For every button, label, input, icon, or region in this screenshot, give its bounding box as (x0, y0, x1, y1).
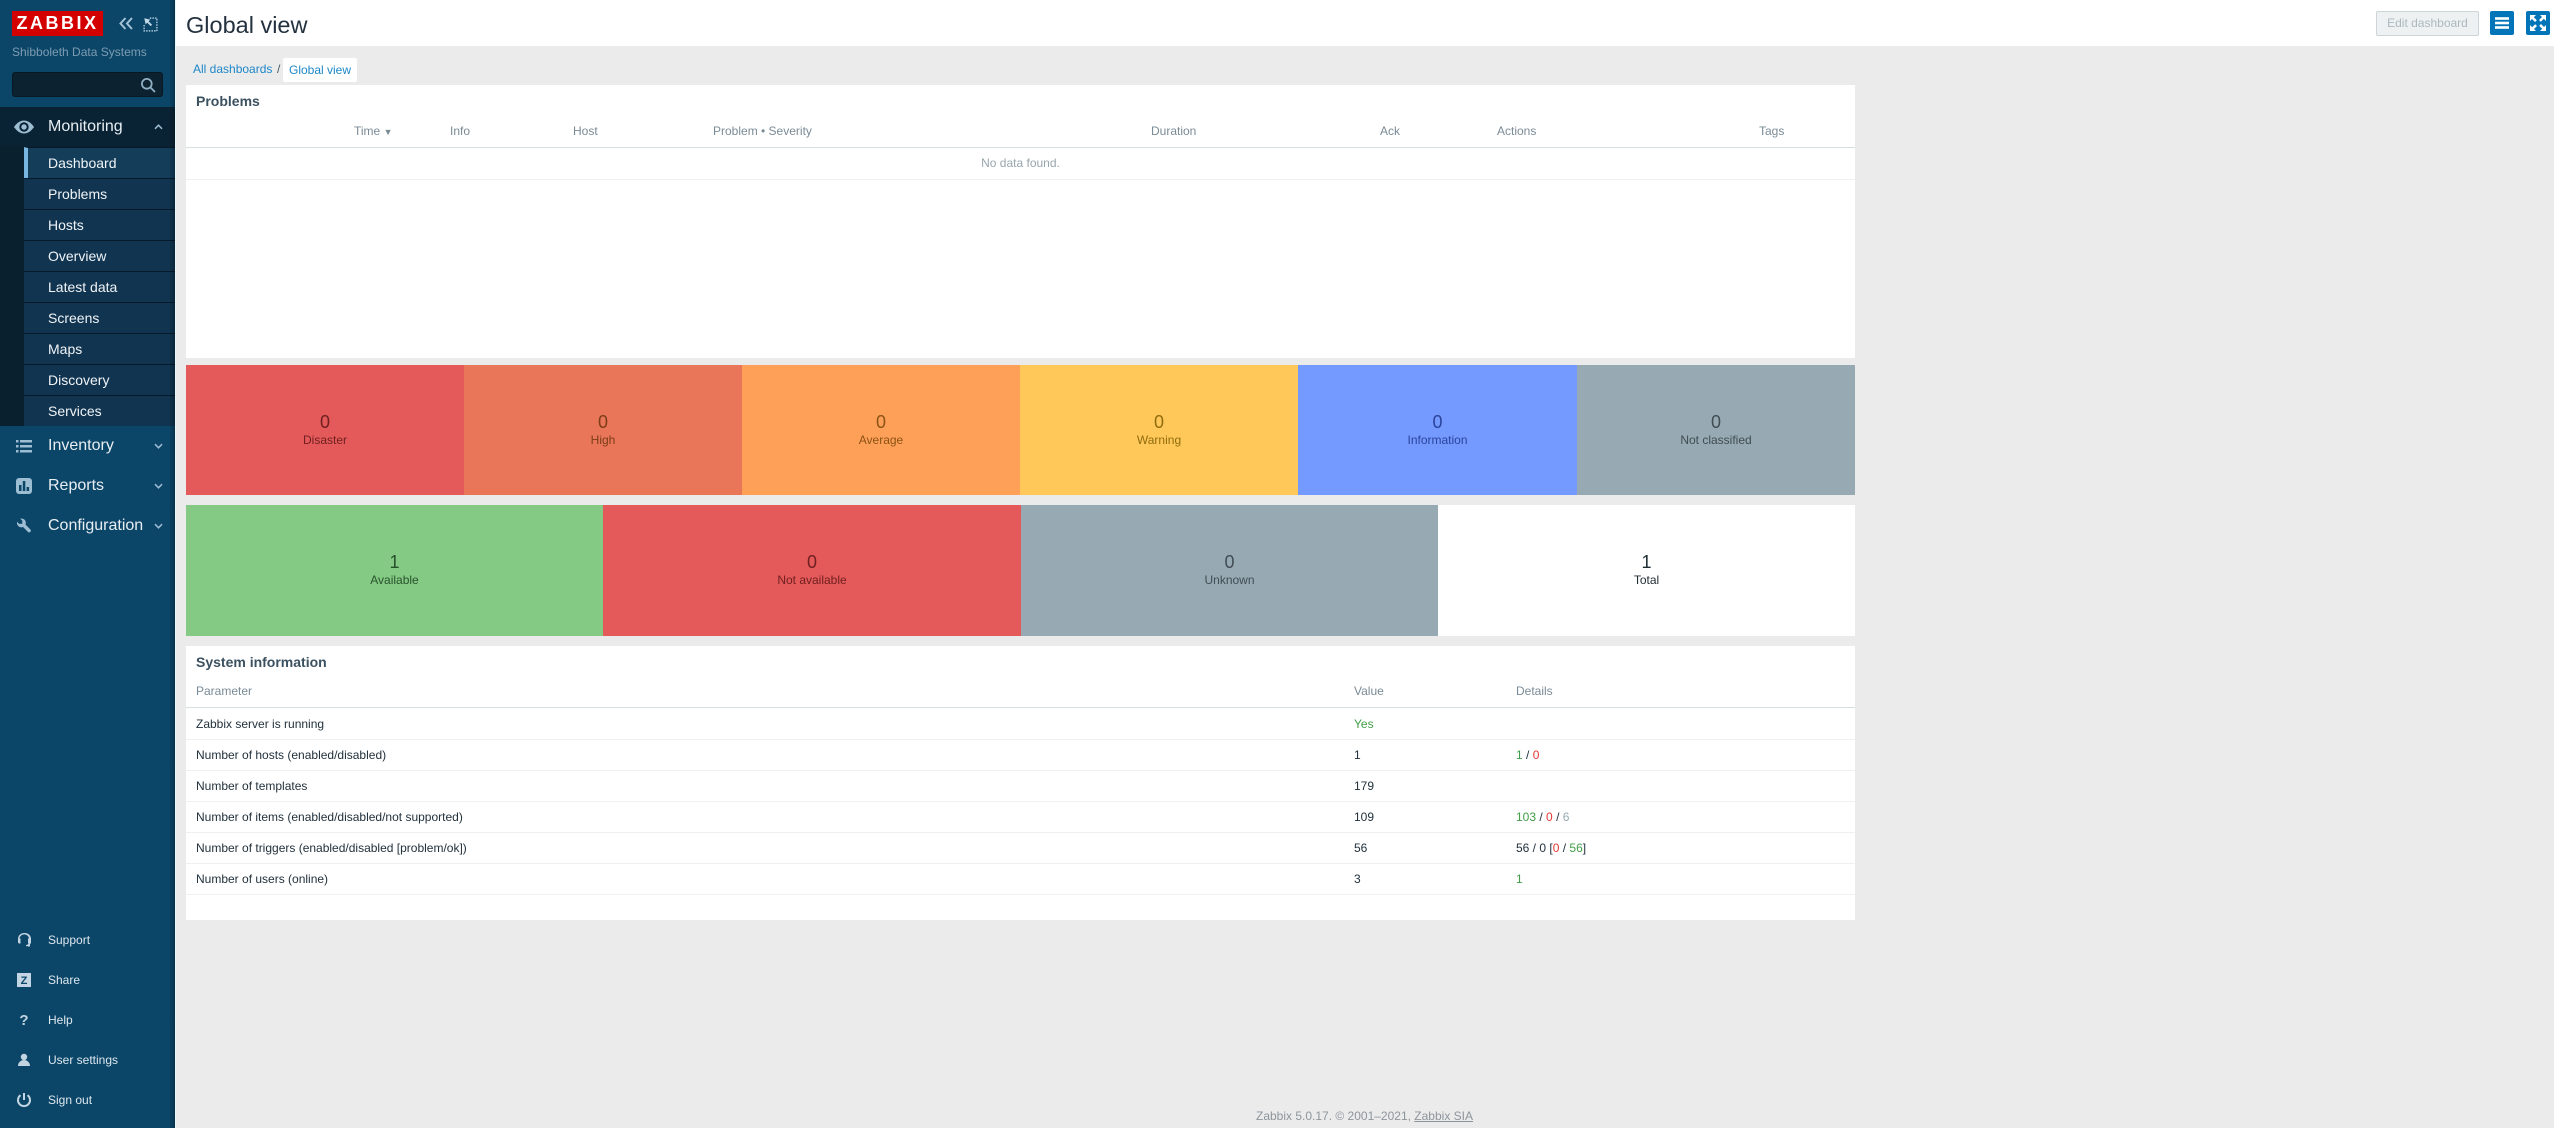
svg-text:Z: Z (21, 975, 28, 987)
svg-text:?: ? (19, 1012, 28, 1029)
